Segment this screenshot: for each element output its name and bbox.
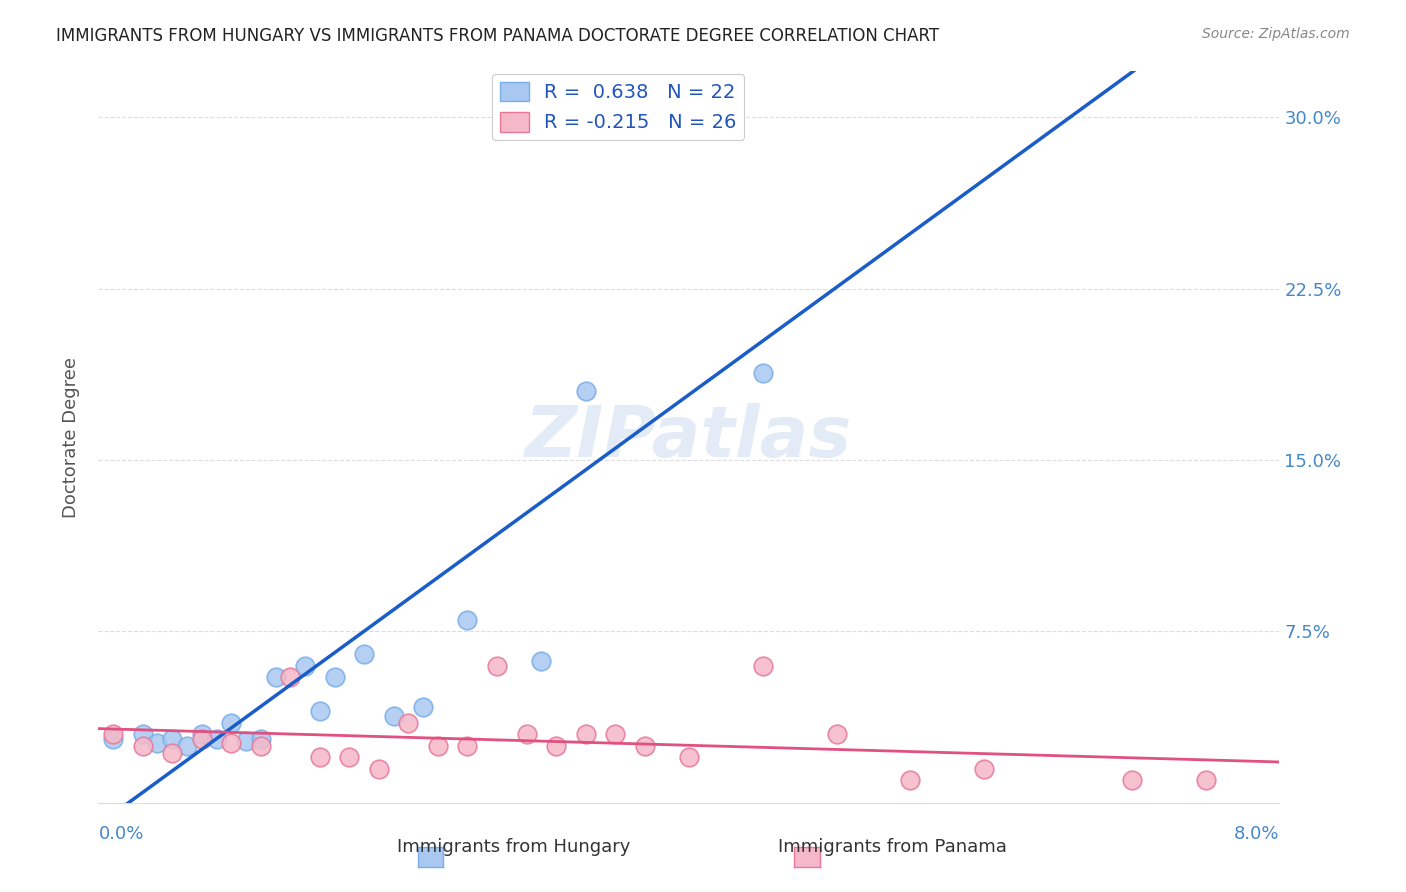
- Point: [264, 670, 287, 684]
- Point: [308, 750, 332, 764]
- Point: [456, 739, 478, 753]
- Point: [191, 731, 214, 746]
- Point: [751, 658, 773, 673]
- Point: [426, 739, 449, 753]
- Point: [546, 739, 568, 753]
- Text: 0.0%: 0.0%: [98, 825, 143, 843]
- Point: [412, 699, 434, 714]
- Point: [751, 366, 773, 380]
- Point: [605, 727, 627, 741]
- Point: [1194, 772, 1216, 787]
- Point: [132, 739, 155, 753]
- Point: [530, 654, 553, 668]
- Point: [205, 731, 228, 746]
- Point: [162, 746, 183, 760]
- Text: 8.0%: 8.0%: [1234, 825, 1279, 843]
- Point: [367, 762, 389, 776]
- Point: [323, 670, 346, 684]
- Legend: R =  0.638   N = 22, R = -0.215   N = 26: R = 0.638 N = 22, R = -0.215 N = 26: [492, 74, 744, 140]
- Point: [648, 121, 671, 136]
- Y-axis label: Doctorate Degree: Doctorate Degree: [62, 357, 80, 517]
- Point: [103, 731, 125, 746]
- Point: [103, 727, 125, 741]
- Point: [1121, 772, 1143, 787]
- Point: [515, 727, 537, 741]
- Point: [162, 731, 183, 746]
- Point: [396, 715, 419, 730]
- Point: [456, 613, 478, 627]
- Point: [176, 739, 198, 753]
- Point: [146, 736, 169, 750]
- Text: Source: ZipAtlas.com: Source: ZipAtlas.com: [1202, 27, 1350, 41]
- Text: ZIPatlas: ZIPatlas: [526, 402, 852, 472]
- Point: [219, 715, 242, 730]
- Text: Immigrants from Panama: Immigrants from Panama: [779, 838, 1007, 856]
- Point: [132, 727, 155, 741]
- Point: [574, 727, 596, 741]
- Point: [678, 750, 700, 764]
- Point: [825, 727, 848, 741]
- Point: [219, 736, 242, 750]
- Point: [973, 762, 995, 776]
- Text: IMMIGRANTS FROM HUNGARY VS IMMIGRANTS FROM PANAMA DOCTORATE DEGREE CORRELATION C: IMMIGRANTS FROM HUNGARY VS IMMIGRANTS FR…: [56, 27, 939, 45]
- Point: [294, 658, 316, 673]
- Point: [485, 658, 508, 673]
- Point: [191, 727, 214, 741]
- Point: [235, 734, 257, 748]
- Point: [337, 750, 360, 764]
- Point: [574, 384, 596, 399]
- Point: [633, 739, 655, 753]
- Point: [250, 731, 273, 746]
- Point: [308, 705, 332, 719]
- Point: [278, 670, 302, 684]
- Point: [353, 647, 375, 661]
- Point: [900, 772, 922, 787]
- Point: [382, 709, 405, 723]
- Text: Immigrants from Hungary: Immigrants from Hungary: [396, 838, 630, 856]
- Point: [250, 739, 273, 753]
